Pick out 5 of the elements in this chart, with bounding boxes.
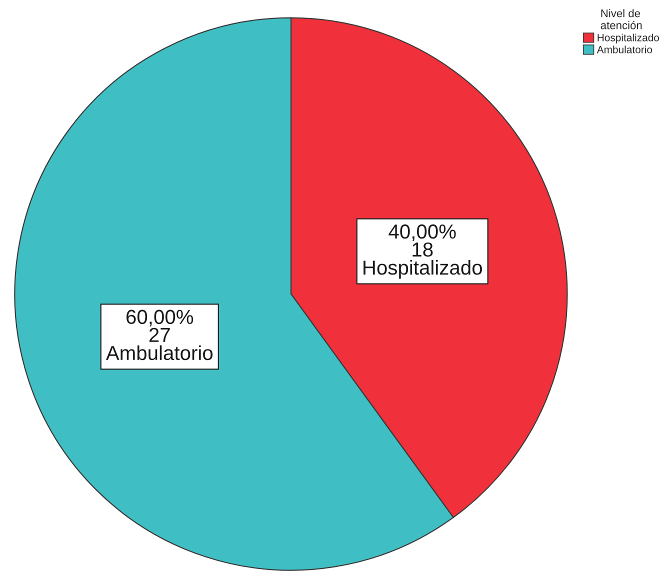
legend-title: Nivel de atención xyxy=(600,9,642,30)
legend-label: Ambulatorio xyxy=(596,46,652,54)
data-label: 60,00% 27 Ambulatorio xyxy=(106,310,213,360)
legend-label: Hospitalizado xyxy=(598,34,659,44)
data-label: 40,00% 18 Hospitalizado xyxy=(364,224,482,279)
